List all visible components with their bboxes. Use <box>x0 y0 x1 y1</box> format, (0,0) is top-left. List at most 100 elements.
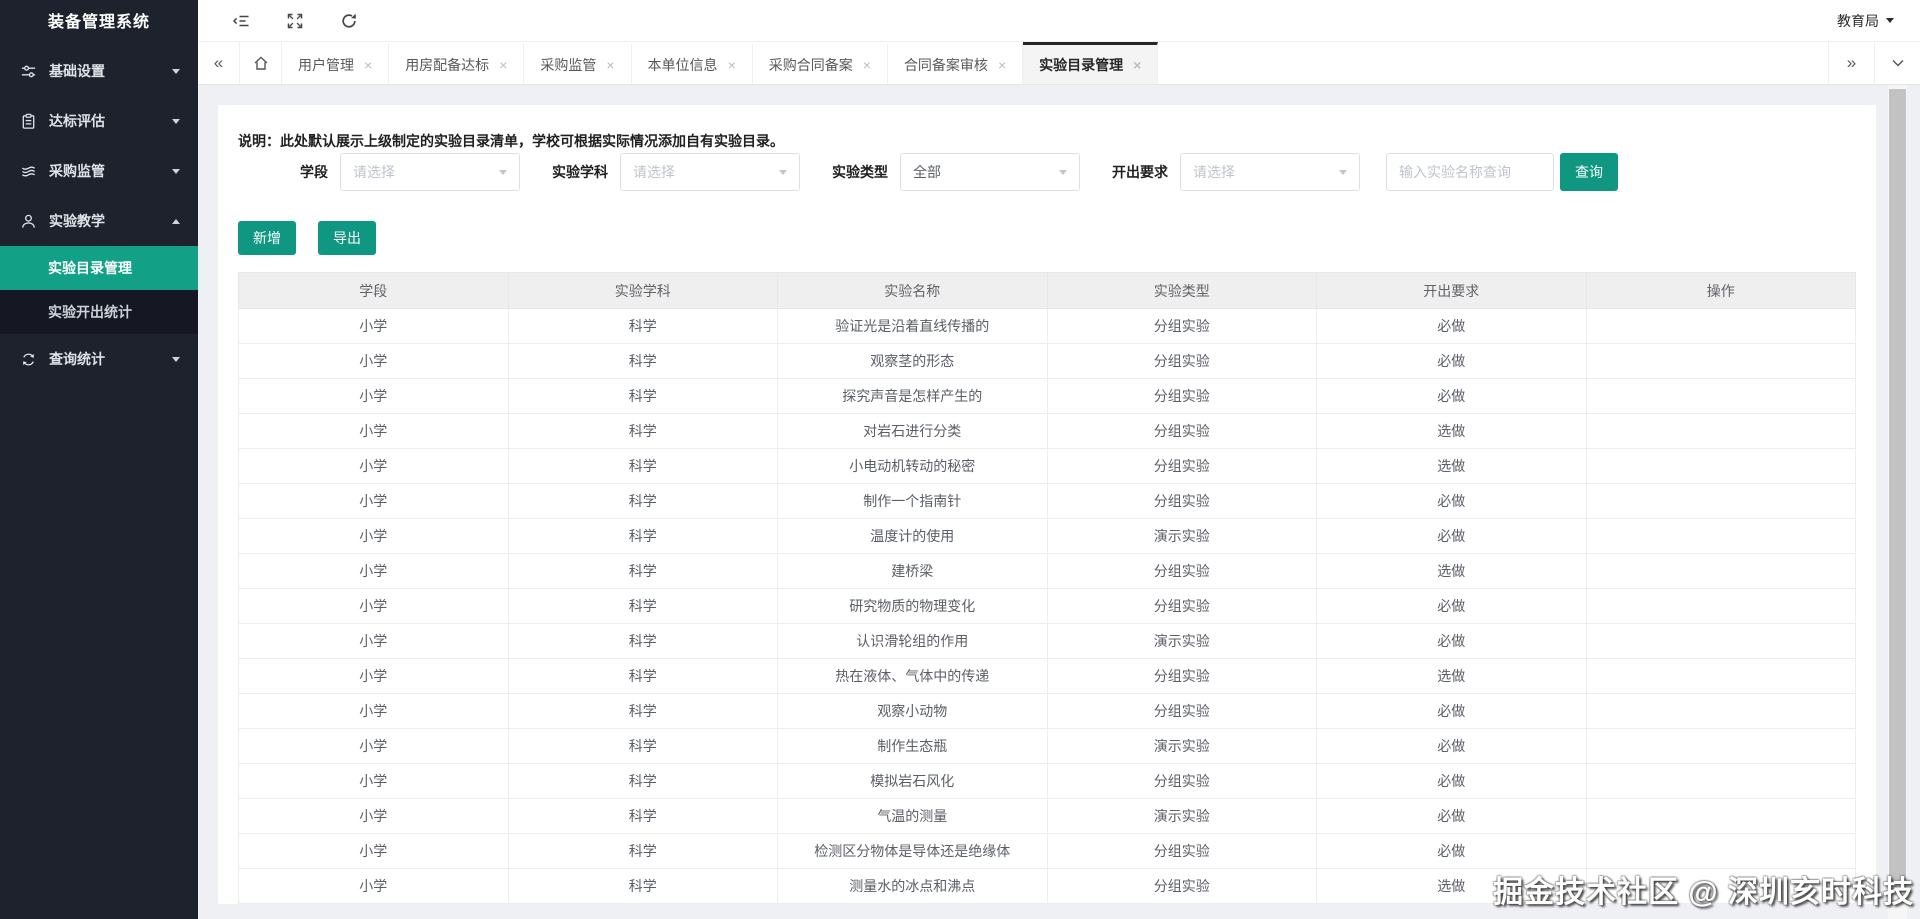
close-icon[interactable]: × <box>997 56 1007 73</box>
column-header: 开出要求 <box>1316 272 1587 309</box>
close-icon[interactable]: × <box>499 56 508 73</box>
table-cell: 科学 <box>507 728 778 764</box>
refresh-icon[interactable] <box>340 12 358 30</box>
search-input[interactable] <box>1386 153 1554 191</box>
scrollbar-thumb[interactable] <box>1889 89 1906 882</box>
table-cell: 小学 <box>238 588 509 624</box>
table-cell: 科学 <box>507 343 778 379</box>
table-cell: 小学 <box>238 378 509 414</box>
scrollbar[interactable] <box>1888 85 1907 919</box>
table-cell: 必做 <box>1316 693 1587 729</box>
close-icon[interactable]: × <box>727 56 736 73</box>
table-row: 小学 科学 认识滑轮组的作用 演示实验 必做 <box>238 623 1856 659</box>
user-icon <box>20 213 37 230</box>
chevron-icon <box>172 168 180 178</box>
sidebar-item-procurement-supervision[interactable]: 采购监管 <box>0 146 198 196</box>
filter-label: 实验学科 <box>552 164 608 180</box>
table-cell: 建桥梁 <box>777 553 1048 589</box>
table-cell: 测量水的冰点和沸点 <box>777 868 1048 904</box>
table-cell <box>1585 378 1856 414</box>
tab-experiment-catalog-management[interactable]: 实验目录管理 × <box>1023 42 1159 84</box>
table-cell: 分组实验 <box>1046 693 1317 729</box>
tab-user-management[interactable]: 用户管理 × <box>282 42 390 84</box>
table-cell: 演示实验 <box>1046 518 1317 554</box>
tab-contract-filing-review[interactable]: 合同备案审核 × <box>888 42 1024 84</box>
table-cell: 必做 <box>1316 623 1587 659</box>
tab-options-button[interactable] <box>1874 42 1920 84</box>
column-header: 操作 <box>1585 272 1856 309</box>
table-cell: 选做 <box>1316 448 1587 484</box>
table-header-row: 学段 实验学科 实验名称 实验类型 开出要求 操作 <box>238 272 1856 309</box>
table-cell <box>1585 693 1856 729</box>
table-cell: 分组实验 <box>1046 308 1317 344</box>
table-cell: 分组实验 <box>1046 343 1317 379</box>
scroll-tabs-right-button[interactable]: » <box>1828 42 1874 84</box>
filter-select-subject[interactable]: 请选择 <box>620 153 800 191</box>
close-icon[interactable]: × <box>364 56 373 73</box>
scroll-tabs-left-button[interactable]: « <box>198 42 240 84</box>
table-cell <box>1585 553 1856 589</box>
table-cell: 必做 <box>1316 728 1587 764</box>
table-row: 小学 科学 观察小动物 分组实验 必做 <box>238 693 1856 729</box>
table-cell: 科学 <box>507 588 778 624</box>
tab-procurement-contract-filing[interactable]: 采购合同备案 × <box>753 42 888 84</box>
table-cell <box>1585 588 1856 624</box>
add-button[interactable]: 新增 <box>238 221 296 255</box>
filter-select-stage[interactable]: 请选择 <box>340 153 520 191</box>
tab-label: 用房配备达标 <box>405 56 490 73</box>
table-cell <box>1585 833 1856 869</box>
table-cell: 小学 <box>238 448 509 484</box>
table-cell: 选做 <box>1316 413 1587 449</box>
sidebar-subitem-experiment-open-statistics[interactable]: 实验开出统计 <box>0 290 198 334</box>
sidebar-item-label: 达标评估 <box>49 113 105 129</box>
table-cell: 科学 <box>507 833 778 869</box>
home-tab-button[interactable] <box>240 42 282 84</box>
sidebar-item-standards-evaluation[interactable]: 达标评估 <box>0 96 198 146</box>
sidebar-subitem-label: 实验开出统计 <box>48 304 132 320</box>
filter-select-experiment-type[interactable]: 全部 <box>900 153 1080 191</box>
table-cell: 小学 <box>238 658 509 694</box>
table-cell <box>1585 413 1856 449</box>
table-row: 小学 科学 观察茎的形态 分组实验 必做 <box>238 343 1856 379</box>
table-cell: 验证光是沿着直线传播的 <box>777 308 1048 344</box>
table-cell: 科学 <box>507 658 778 694</box>
table-cell: 分组实验 <box>1046 658 1317 694</box>
sidebar-item-basic-settings[interactable]: 基础设置 <box>0 46 198 96</box>
table-cell: 必做 <box>1316 378 1587 414</box>
table-cell: 小学 <box>238 798 509 834</box>
menu-fold-icon[interactable] <box>232 12 250 30</box>
table-cell: 科学 <box>507 413 778 449</box>
filter-select-requirement[interactable]: 请选择 <box>1180 153 1360 191</box>
filter-select-value: 请选择 <box>633 164 675 180</box>
table-cell: 选做 <box>1316 658 1587 694</box>
content-card: 说明：此处默认展示上级制定的实验目录清单，学校可根据实际情况添加自有实验目录。 … <box>218 105 1876 904</box>
tab-procurement-supervision[interactable]: 采购监管 × <box>524 42 632 84</box>
search-button[interactable]: 查询 <box>1560 153 1618 191</box>
user-menu[interactable]: 教育局 <box>1837 11 1894 31</box>
sidebar-item-experiment-teaching[interactable]: 实验教学 <box>0 196 198 246</box>
table-cell: 必做 <box>1316 308 1587 344</box>
sidebar-item-label: 采购监管 <box>49 163 105 179</box>
sidebar-subitem-experiment-catalog-management[interactable]: 实验目录管理 <box>0 246 198 290</box>
chevron-icon <box>172 356 180 366</box>
filter-select-value: 请选择 <box>353 164 395 180</box>
table-cell: 分组实验 <box>1046 448 1317 484</box>
table-cell: 必做 <box>1316 343 1587 379</box>
tab-housing-allocation-standard[interactable]: 用房配备达标 × <box>389 42 525 84</box>
table-cell: 研究物质的物理变化 <box>777 588 1048 624</box>
table-cell: 小学 <box>238 518 509 554</box>
close-icon[interactable]: × <box>862 56 871 73</box>
close-icon[interactable]: × <box>1133 56 1142 73</box>
chevron-down-icon <box>779 169 787 179</box>
table-cell <box>1585 868 1856 904</box>
table-cell: 演示实验 <box>1046 798 1317 834</box>
sliders-icon <box>20 63 37 80</box>
table-cell: 检测区分物体是导体还是绝缘体 <box>777 833 1048 869</box>
export-button[interactable]: 导出 <box>318 221 376 255</box>
close-icon[interactable]: × <box>606 56 615 73</box>
table-cell <box>1585 448 1856 484</box>
table-cell: 气温的测量 <box>777 798 1048 834</box>
fullscreen-icon[interactable] <box>286 12 304 30</box>
sidebar-item-query-statistics[interactable]: 查询统计 <box>0 334 198 384</box>
tab-unit-info[interactable]: 本单位信息 × <box>632 42 753 84</box>
